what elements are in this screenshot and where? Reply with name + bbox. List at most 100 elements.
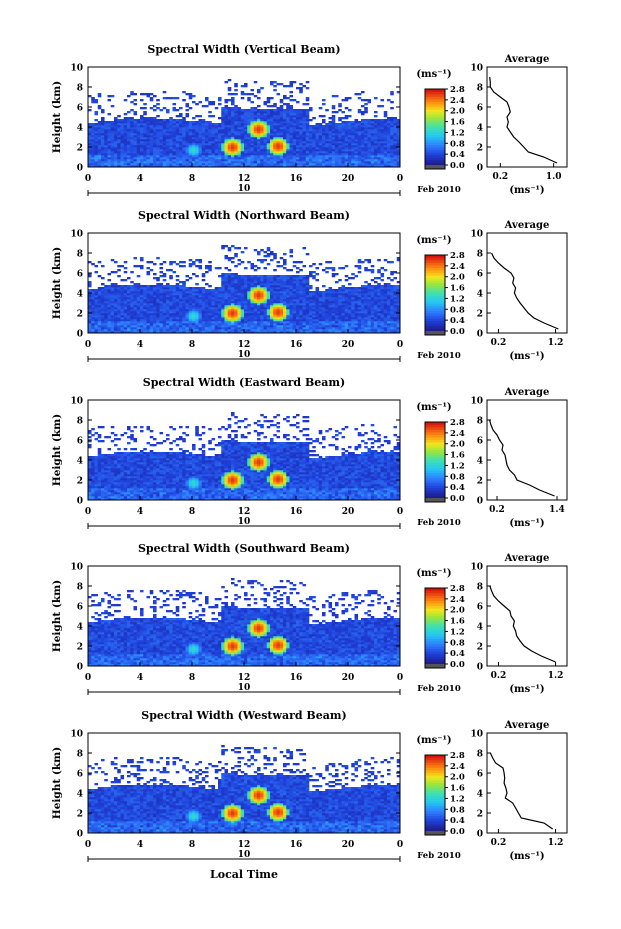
heatmap-cell <box>91 137 95 140</box>
heatmap-cell <box>309 107 313 110</box>
heatmap-cell <box>97 297 102 300</box>
heatmap-cell <box>270 141 274 144</box>
heatmap-cell <box>185 299 190 302</box>
heatmap-cell <box>224 297 229 300</box>
heatmap-cell <box>127 133 131 136</box>
heatmap-cell <box>188 147 193 150</box>
heatmap-cell <box>357 127 362 130</box>
colorbar-band <box>425 99 445 102</box>
heatmap-cell <box>328 287 333 290</box>
heatmap-cell <box>162 279 167 282</box>
heatmap-cell <box>130 289 134 292</box>
heatmap-cell <box>374 115 378 118</box>
heatmap-cell <box>123 153 128 156</box>
heatmap-cell <box>114 331 118 334</box>
heatmap-cell <box>250 107 255 110</box>
heatmap-cell <box>328 133 333 136</box>
heatmap-cell <box>136 313 141 316</box>
heatmap-cell <box>136 319 141 322</box>
heatmap-cell <box>221 119 225 122</box>
heatmap-cell <box>221 273 225 276</box>
heatmap-cell <box>133 141 138 144</box>
heatmap-cell <box>120 321 125 324</box>
heatmap-cell <box>205 297 209 300</box>
heatmap-cell <box>97 303 102 306</box>
heatmap-cell <box>127 157 131 160</box>
heatmap-cell <box>312 135 316 138</box>
heatmap-cell <box>136 305 141 308</box>
heatmap-cell <box>195 125 199 128</box>
heatmap-cell <box>104 317 108 320</box>
heatmap-cell <box>198 119 203 122</box>
heatmap-cell <box>156 295 160 298</box>
heatmap-cell <box>188 131 193 134</box>
heatmap-cell <box>237 123 242 126</box>
heatmap-cell <box>224 303 229 306</box>
heatmap-cell <box>104 305 108 308</box>
heatmap-cell <box>208 301 212 304</box>
heatmap-cell <box>348 149 352 152</box>
heatmap-cell <box>283 279 287 282</box>
heatmap-cell <box>250 279 255 282</box>
heatmap-cell <box>380 161 385 164</box>
heatmap-cell <box>260 117 264 120</box>
heatmap-cell <box>101 307 105 310</box>
heatmap-cell <box>166 301 170 304</box>
heatmap-cell <box>276 115 281 118</box>
heatmap-cell <box>250 275 255 278</box>
heatmap-cell <box>299 119 303 122</box>
heatmap-cell <box>107 289 112 292</box>
heatmap-cell <box>143 317 147 320</box>
heatmap-cell <box>325 135 329 138</box>
heatmap-cell <box>318 301 323 304</box>
heatmap-cell <box>237 313 242 316</box>
heatmap-cell <box>390 101 394 104</box>
heatmap-cell <box>130 287 134 290</box>
heatmap-cell <box>244 299 248 302</box>
heatmap-cell <box>205 161 209 164</box>
heatmap-cell <box>351 127 355 130</box>
heatmap-cell <box>302 129 307 132</box>
heatmap-cell <box>175 325 180 328</box>
heatmap-cell <box>312 125 316 128</box>
heatmap-cell <box>257 321 261 324</box>
heatmap-cell <box>97 155 102 158</box>
heatmap-cell <box>198 297 203 300</box>
heatmap-cell <box>250 283 255 286</box>
heatmap-cell <box>166 141 170 144</box>
heatmap-cell <box>276 161 281 164</box>
heatmap-cell <box>172 107 177 110</box>
heatmap-cell <box>383 119 388 122</box>
heatmap-cell <box>315 273 320 276</box>
heatmap-cell <box>224 81 229 84</box>
heatmap-cell <box>101 323 105 326</box>
heatmap-cell <box>179 157 183 160</box>
heatmap-cell <box>198 301 203 304</box>
heatmap-cell <box>354 139 359 142</box>
heatmap-cell <box>175 129 180 132</box>
heatmap-cell <box>114 291 118 294</box>
heatmap-cell <box>88 151 92 154</box>
heatmap-cell <box>361 131 365 134</box>
heatmap-cell <box>244 141 248 144</box>
heatmap-cell <box>231 121 235 124</box>
heatmap-cell <box>136 125 141 128</box>
heatmap-cell <box>348 123 352 126</box>
heatmap-cell <box>201 125 206 128</box>
heatmap-cell <box>237 301 242 304</box>
heatmap-cell <box>318 123 323 126</box>
heatmap-cell <box>156 125 160 128</box>
heatmap-cell <box>221 165 225 168</box>
heatmap-cell <box>185 329 190 332</box>
heatmap-cell <box>227 165 232 168</box>
heatmap-cell <box>237 325 242 328</box>
heatmap-cell <box>289 311 294 314</box>
heatmap-cell <box>231 135 235 138</box>
heatmap-cell <box>237 323 242 326</box>
heatmap-cell <box>283 139 287 142</box>
heatmap-cell <box>130 125 134 128</box>
heatmap-cell <box>305 311 310 314</box>
heatmap-cell <box>166 309 170 312</box>
heatmap-cell <box>315 125 320 128</box>
heatmap-cell <box>227 285 232 288</box>
